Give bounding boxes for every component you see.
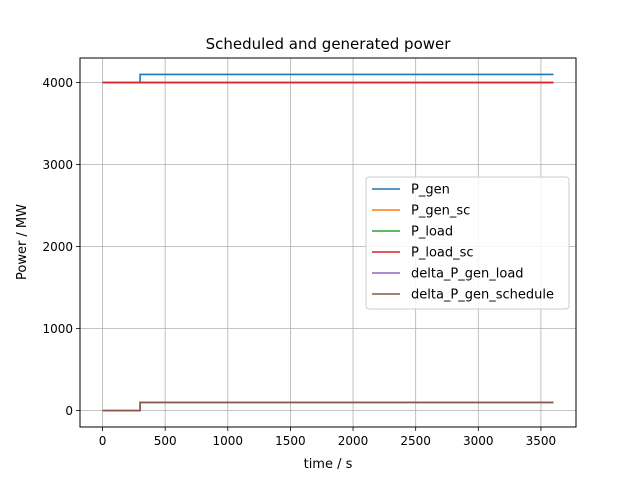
chart-title: Scheduled and generated power [206, 35, 452, 53]
legend-label: P_load_sc [411, 246, 474, 261]
y-tick-label: 1000 [42, 322, 73, 336]
plot-frame [79, 57, 577, 428]
y-tick-label: 2000 [42, 240, 73, 254]
y-axis-label: Power / MW [15, 204, 30, 280]
legend-label: delta_P_gen_schedule [411, 288, 554, 303]
x-tick-label: 0 [99, 434, 107, 448]
x-tick-label: 3000 [463, 434, 494, 448]
legend: P_gen P_gen_sc P_load P_load_sc delta_P_gen_… [365, 176, 570, 310]
x-tick-label: 500 [154, 434, 177, 448]
x-tick-label: 1000 [213, 434, 244, 448]
x-tick-label: 3500 [526, 434, 557, 448]
x-tick-label: 1500 [275, 434, 306, 448]
y-tick-label: 0 [65, 404, 73, 418]
series-lines [102, 73, 554, 412]
y-tick-label: 3000 [42, 158, 73, 172]
series-line-delta_P_gen_schedule [102, 401, 554, 412]
y-tick-label: 4000 [42, 76, 73, 90]
legend-label: P_gen [411, 183, 450, 198]
legend-label: P_gen_sc [411, 204, 470, 219]
x-axis-label: time / s [304, 457, 353, 472]
x-tick-label: 2000 [338, 434, 369, 448]
axis-ticks: 0 500 1000 1500 2000 2500 3000 3500 0 1000 2000 300… [42, 76, 556, 448]
legend-label: P_load [411, 225, 453, 240]
x-tick-label: 2500 [400, 434, 431, 448]
legend-label: delta_P_gen_load [411, 267, 524, 282]
legend-box [365, 176, 570, 310]
